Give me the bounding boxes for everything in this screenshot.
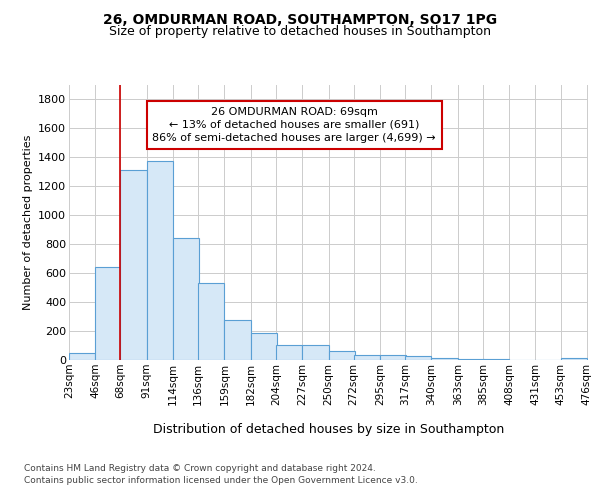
Bar bbox=[431, 358, 458, 360]
Bar bbox=[483, 359, 509, 360]
Text: 26, OMDURMAN ROAD, SOUTHAMPTON, SO17 1PG: 26, OMDURMAN ROAD, SOUTHAMPTON, SO17 1PG bbox=[103, 12, 497, 26]
Y-axis label: Number of detached properties: Number of detached properties bbox=[23, 135, 32, 310]
Text: Contains public sector information licensed under the Open Government Licence v3: Contains public sector information licen… bbox=[24, 476, 418, 485]
Bar bbox=[198, 284, 224, 360]
Text: Contains HM Land Registry data © Crown copyright and database right 2024.: Contains HM Land Registry data © Crown c… bbox=[24, 464, 376, 473]
Bar bbox=[276, 345, 302, 360]
Text: 26 OMDURMAN ROAD: 69sqm
← 13% of detached houses are smaller (691)
86% of semi-d: 26 OMDURMAN ROAD: 69sqm ← 13% of detache… bbox=[152, 106, 436, 143]
Bar bbox=[147, 161, 173, 360]
Bar bbox=[458, 359, 484, 360]
Bar bbox=[69, 353, 95, 360]
Bar bbox=[95, 268, 122, 360]
Text: Distribution of detached houses by size in Southampton: Distribution of detached houses by size … bbox=[153, 422, 505, 436]
Bar bbox=[405, 356, 431, 360]
Bar bbox=[173, 238, 199, 360]
Text: Size of property relative to detached houses in Southampton: Size of property relative to detached ho… bbox=[109, 25, 491, 38]
Bar bbox=[353, 354, 380, 360]
Bar bbox=[380, 354, 406, 360]
Bar bbox=[251, 333, 277, 360]
Bar bbox=[224, 320, 251, 360]
Bar bbox=[560, 358, 587, 360]
Bar bbox=[329, 351, 355, 360]
Bar bbox=[302, 345, 329, 360]
Bar bbox=[121, 170, 147, 360]
